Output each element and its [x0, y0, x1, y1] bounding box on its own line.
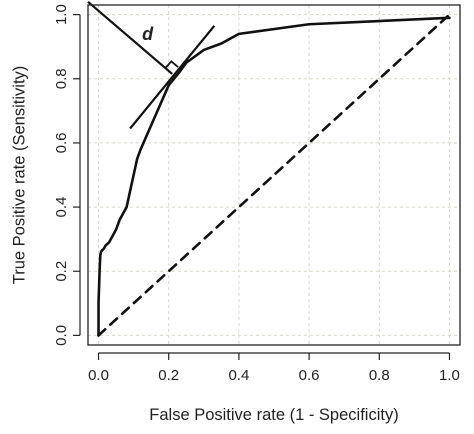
x-tick-label: 0.4 [228, 367, 249, 384]
x-axis-title: False Positive rate (1 - Specificity) [149, 406, 398, 424]
y-tick-label: 0.0 [53, 325, 70, 346]
y-tick-label: 0.2 [53, 261, 70, 282]
x-tick-label: 0.6 [299, 367, 320, 384]
x-tick-label: 0.8 [369, 367, 390, 384]
roc-curve [97, 16, 451, 337]
y-tick-label: 0.4 [53, 197, 70, 218]
y-tick-label: 0.8 [53, 68, 70, 89]
y-axis-title: True Positive rate (Sensitivity) [10, 66, 28, 285]
diagonal-reference-line [97, 13, 451, 337]
x-tick-label: 0.2 [158, 367, 179, 384]
y-tick-label: 1.0 [53, 4, 70, 25]
right-angle-marker [164, 60, 179, 69]
x-tick-label: 1.0 [439, 367, 460, 384]
grid [88, 5, 460, 345]
x-axis: 0.0 0.2 0.4 0.6 0.8 1.0 [88, 352, 460, 384]
x-tick-label: 0.0 [88, 367, 109, 384]
y-tick-label: 0.6 [53, 132, 70, 153]
distance-label: d [142, 24, 154, 44]
plot-marks [87, 0, 451, 337]
distance-line [87, 0, 173, 75]
tangent-line [129, 25, 216, 130]
y-axis: 0.0 0.2 0.4 0.6 0.8 1.0 [53, 4, 81, 346]
plot-border [87, 4, 461, 346]
